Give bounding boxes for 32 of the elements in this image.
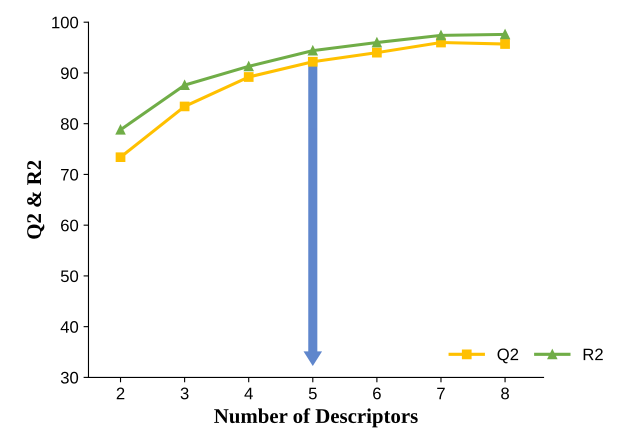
x-tick-label: 2	[116, 388, 124, 400]
y-tick-label: 60	[61, 220, 78, 232]
point	[372, 38, 382, 48]
x-tick-label: 8	[501, 388, 509, 400]
y-tick-label: 70	[61, 168, 78, 181]
x-tick-label: 3	[180, 388, 189, 400]
point	[308, 46, 318, 56]
point	[436, 30, 446, 40]
x-tick-label: 6	[373, 388, 381, 400]
point	[500, 30, 510, 40]
point	[308, 56, 318, 67]
point	[116, 124, 126, 135]
y-tick-label: 100	[52, 16, 78, 28]
x-tick-label: 4	[244, 388, 253, 400]
y-axis-title: Q2 & R2	[27, 160, 44, 239]
point	[500, 39, 510, 49]
y-tick-label: 80	[60, 118, 78, 130]
x-tick-label: 5	[308, 388, 317, 400]
point	[180, 80, 190, 90]
x-axis-title: Number of Descriptors	[214, 408, 418, 428]
y-tick-label: 30	[60, 372, 78, 384]
legend-label: Q2	[498, 348, 518, 364]
point	[244, 72, 254, 82]
y-tick-label: 40	[60, 321, 78, 333]
point	[372, 48, 382, 58]
y-tick-label: 50	[60, 270, 78, 282]
y-tick-label: 90	[61, 67, 78, 80]
x-tick-label: 7	[437, 388, 445, 400]
legend-label: R2	[584, 348, 603, 360]
point	[180, 102, 190, 112]
point	[244, 61, 254, 72]
point	[116, 152, 126, 162]
